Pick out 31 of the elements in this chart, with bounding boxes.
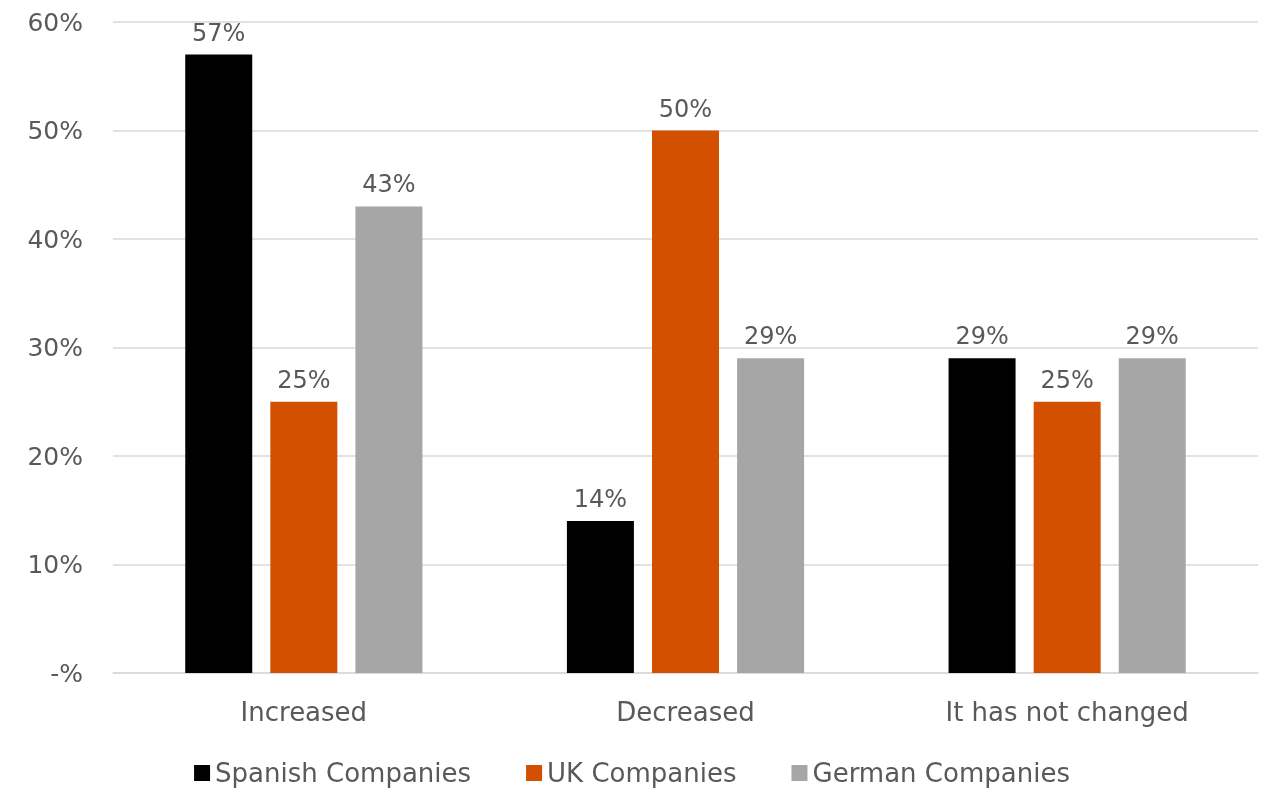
data-label: 57%	[192, 18, 246, 47]
x-tick-label: Decreased	[616, 697, 755, 727]
bar	[185, 54, 253, 673]
x-tick-label: Increased	[240, 697, 368, 727]
bar	[270, 401, 338, 673]
data-label: 25%	[277, 365, 331, 394]
bar	[566, 521, 634, 673]
legend-label: UK Companies	[547, 758, 737, 788]
y-tick-label: 30%	[27, 333, 83, 362]
data-label: 29%	[1125, 322, 1179, 351]
y-tick-label: -%	[50, 658, 83, 688]
bar	[948, 358, 1016, 673]
data-label: 14%	[573, 485, 628, 514]
y-tick-label: 60%	[27, 7, 83, 37]
y-tick-label: 50%	[27, 116, 83, 145]
legend-label: German Companies	[812, 758, 1070, 788]
bar	[737, 358, 805, 673]
data-label: 29%	[743, 322, 798, 351]
y-tick-label: 20%	[27, 441, 83, 471]
legend-label: Spanish Companies	[215, 758, 472, 788]
bar	[652, 130, 719, 673]
x-tick-label: It has not changed	[945, 697, 1189, 727]
bar	[355, 206, 423, 673]
y-tick-label: 40%	[27, 224, 83, 254]
bar	[1118, 358, 1186, 673]
data-label: 25%	[1040, 365, 1094, 394]
data-label: 43%	[362, 170, 416, 199]
data-label: 50%	[658, 94, 713, 123]
bar	[1033, 401, 1101, 673]
data-label: 29%	[955, 322, 1009, 351]
y-tick-label: 10%	[27, 550, 83, 579]
